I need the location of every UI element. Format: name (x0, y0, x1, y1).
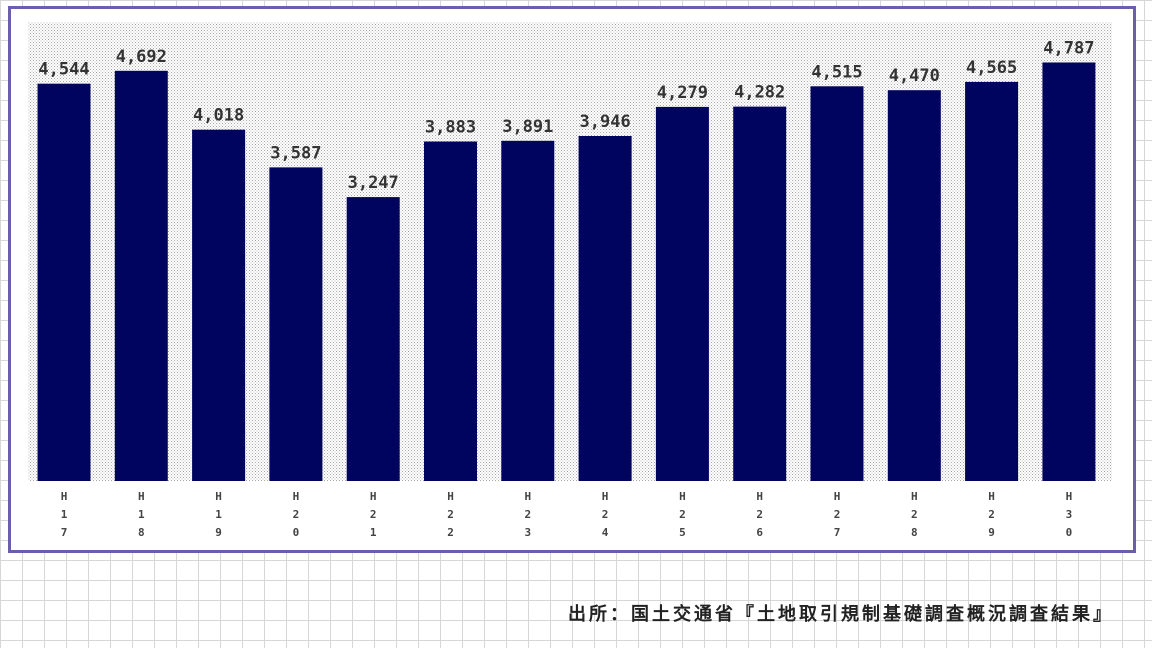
source-note: 出所：国土交通省『土地取引規制基礎調査概況調査結果』 (568, 604, 1114, 625)
bar-H29 (965, 81, 1019, 482)
bar-H30 (1042, 62, 1096, 481)
plot-area (28, 22, 1112, 481)
bar-H26 (733, 106, 787, 481)
category-labels-group: H 1 7 H 1 8 H 1 9 H 2 0 H 2 1 H 2 2 H 2 3 H 2 4 H 2 5 H 2 6 H 2 7 H 2 8 H 2 9 H… (61, 490, 1073, 539)
value-label-H20: 3,587 (270, 143, 321, 163)
bars-group (37, 62, 1096, 482)
value-label-H27: 4,515 (811, 62, 862, 82)
bar-H18 (114, 70, 168, 482)
bar-H21 (346, 197, 400, 481)
value-label-H24: 3,946 (580, 112, 631, 132)
bar-H20 (269, 167, 323, 481)
value-label-H23: 3,891 (502, 117, 553, 137)
value-label-H18: 4,692 (116, 47, 167, 67)
bar-H25 (655, 106, 709, 482)
value-label-H21: 3,247 (348, 173, 399, 193)
bar-H23 (501, 140, 555, 482)
value-label-H25: 4,279 (657, 83, 708, 103)
bar-H22 (424, 141, 477, 481)
value-label-H28: 4,470 (889, 66, 940, 86)
value-label-H17: 4,544 (38, 60, 89, 80)
bar-H24 (578, 136, 632, 481)
value-label-H30: 4,787 (1043, 39, 1094, 59)
value-labels-group: 4,544 4,692 4,018 3,587 3,247 3,883 3,891 3,946… (38, 39, 1094, 194)
bar-H19 (192, 129, 246, 481)
bar-H28 (887, 90, 941, 481)
bar-H17 (37, 83, 91, 481)
value-label-H29: 4,565 (966, 58, 1017, 78)
value-label-H26: 4,282 (734, 83, 785, 103)
value-label-H19: 4,018 (193, 106, 244, 126)
value-label-H22: 3,883 (425, 118, 476, 138)
bar-H27 (810, 86, 864, 482)
bar-chart: 4,544 4,692 4,018 3,587 3,247 3,883 3,891 3,946… (28, 22, 1112, 539)
